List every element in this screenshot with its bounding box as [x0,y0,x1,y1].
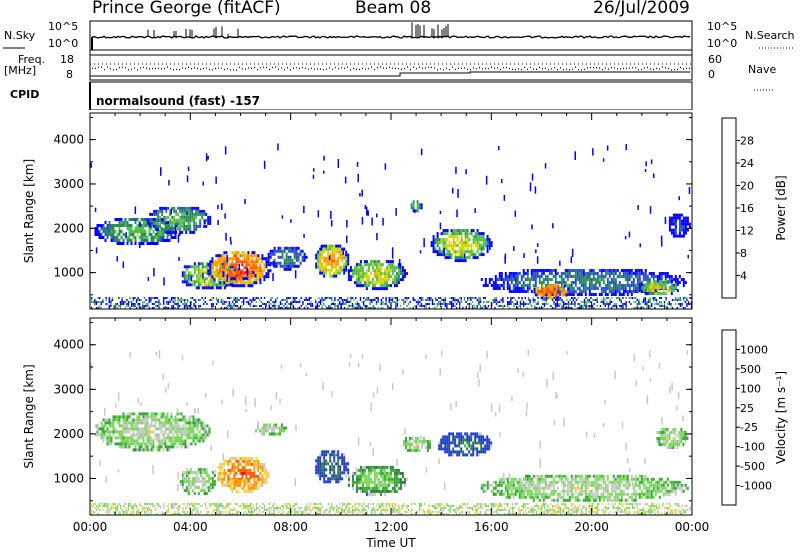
ytick-label: 3000 [53,177,84,191]
colorbar-1: 28 24 20 16 12 8 4 Power [dB] [721,117,788,299]
ytick-label: 3000 [53,382,84,396]
echo-region-5 [315,450,350,484]
xtick-label: 00:00 [73,520,108,534]
sparse-echoes [90,143,691,286]
xtick-label: 20:00 [574,520,609,534]
ytick-label: 1000 [53,471,84,485]
echo-region-11 [656,428,689,449]
ytick-label: 2000 [53,427,84,441]
ytick-label: 1000 [53,266,84,280]
xaxis-label: Time UT [365,536,416,550]
heatmap-panel-2: 4000 3000 2000 1000 00:00 04:00 08:00 12:00 16:0… [22,317,788,550]
freq-tick-high: 18 [60,53,74,66]
echo-region-1 [94,412,211,452]
nsky-tick-high: 10^5 [48,20,79,33]
colorbar-tick-label: -25 [740,421,758,434]
colorbar-tick-label: 24 [740,157,754,170]
cpid-label: CPID [10,88,40,101]
nsearch-tick-low: 10^0 [707,37,738,50]
nave-trace [90,71,690,77]
colorbar-tick-label: 16 [740,202,754,215]
colorbar-tick-label: 500 [740,363,761,376]
echo-cells [90,143,693,309]
nsearch-label: N.Search [745,29,795,42]
nave-tick-low: 0 [708,68,715,81]
xtick-label: 00:00 [675,520,710,534]
colorbar-label: Power [dB] [774,175,788,240]
echo-region-4 [227,479,252,486]
xtick-label: 08:00 [273,520,308,534]
colorbar-tick-label: -1000 [740,480,772,493]
sparse-echoes [90,349,689,493]
cpid-value: normalsound (fast) -157 [96,94,261,108]
nsearch-tick-high: 10^5 [707,20,738,33]
nsky-label: N.Sky [4,29,36,42]
echo-region-9 [480,474,689,502]
ground-scatter-band [91,503,693,515]
colorbar-tick-label: 1000 [740,343,768,356]
echo-region-2 [179,468,216,496]
freq-tick-low: 8 [66,68,73,81]
colorbar-tick-label: 4 [740,270,747,283]
echo-region-8 [438,432,493,457]
echo-region-9 [430,229,493,263]
freq-label: Freq. [18,53,46,66]
ground-scatter-band [91,297,693,309]
strip-panels [3,20,793,110]
yaxis-label: Slant Range [km] [22,364,36,468]
colorbar-label: Velocity [m s⁻¹] [774,371,788,464]
echo-region-7 [347,260,408,291]
colorbar-tick-label: 100 [740,382,761,395]
colorbar-tick-label: 20 [740,180,754,193]
nave-tick-high: 60 [708,53,722,66]
freq-dots [92,66,690,71]
nave-label: Nave [748,63,777,76]
echo-region-12 [638,280,679,296]
freq-unit-label: [MHz] [4,64,37,77]
colorbar-tick-label: 25 [740,402,754,415]
xtick-label: 04:00 [173,520,208,534]
echo-region-2 [147,206,212,234]
colorbar-2: 1000 500 100 25 -25 -100 -500 -1000 Velocity [m … [721,329,788,506]
echo-cells [90,349,693,515]
colorbar-tick-label: 28 [740,135,754,148]
ytick-label: 2000 [53,221,84,235]
station-title: Prince George (fitACF) [92,0,281,18]
echo-region-14 [668,213,691,238]
colorbar-tick-label: 12 [740,225,754,238]
colorbar-tick-label: 8 [740,247,747,260]
freq-panel-frame [89,54,693,81]
echo-region-8 [410,200,423,213]
xtick-label: 12:00 [374,520,409,534]
echo-region-7 [403,436,431,452]
ytick-label: 4000 [53,338,84,352]
echo-region-6 [315,244,350,278]
heatmap-panel-1: 4000 3000 2000 1000 Slant Range [km] 28 24 20 16… [22,112,788,310]
colorbar-tick-label: -500 [740,460,765,473]
date-label: 26/Jul/2009 [593,0,690,18]
yaxis-label: Slant Range [km] [22,159,36,263]
echo-region-3 [217,456,270,493]
nsky-spikes [147,22,449,38]
echo-region-6 [347,465,408,496]
xtick-label: 16:00 [474,520,509,534]
nsky-panel-frame [89,20,693,51]
colorbar-tick-label: -100 [740,441,765,454]
beam-label: Beam 08 [355,0,432,18]
ytick-label: 4000 [53,133,84,147]
nsky-tick-low: 10^0 [48,37,79,50]
echo-region-10 [255,423,287,436]
echo-region-13 [267,246,308,271]
echo-region-11 [533,284,570,300]
